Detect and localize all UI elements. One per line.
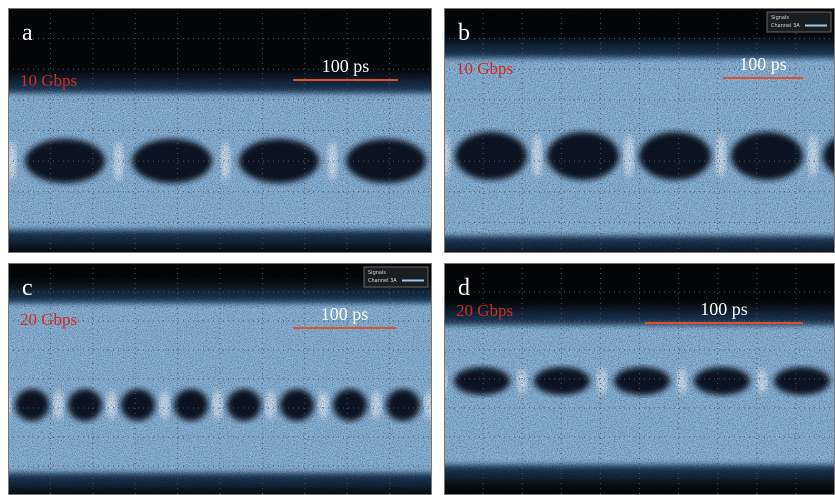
time-scale: 100 ps <box>739 54 787 74</box>
legend-entry: Channel 3A <box>368 278 397 284</box>
panel-label: c <box>22 275 33 301</box>
panel-label: a <box>22 20 33 46</box>
legend-entry: Channel 3A <box>771 23 800 29</box>
eye-diagram: d20 Gbps 100 ps <box>444 263 835 495</box>
bit-rate: 10 Gbps <box>456 59 513 78</box>
time-scale: 100 ps <box>322 56 370 76</box>
time-scale: 100 ps <box>700 299 748 319</box>
eye-diagram: c 20 Gbps 100 ps Signals Channel 3A <box>8 263 432 495</box>
bit-rate: 20 Gbps <box>20 310 77 329</box>
legend-title: Signals <box>771 15 789 21</box>
bit-rate: 20 Gbps <box>456 301 513 320</box>
legend-box <box>766 11 832 33</box>
panel-label: b <box>458 20 470 46</box>
eye-diagram: b 10 Gbps 100 ps Signals Channel 3A <box>444 8 835 253</box>
panel-label: d <box>458 275 470 301</box>
eye-diagram: a 10 Gbps 100 ps <box>8 8 432 253</box>
legend-box <box>363 266 429 288</box>
legend-title: Signals <box>368 270 386 276</box>
time-scale: 100 ps <box>321 304 369 324</box>
frame <box>8 8 432 253</box>
bit-rate: 10 Gbps <box>20 71 77 90</box>
